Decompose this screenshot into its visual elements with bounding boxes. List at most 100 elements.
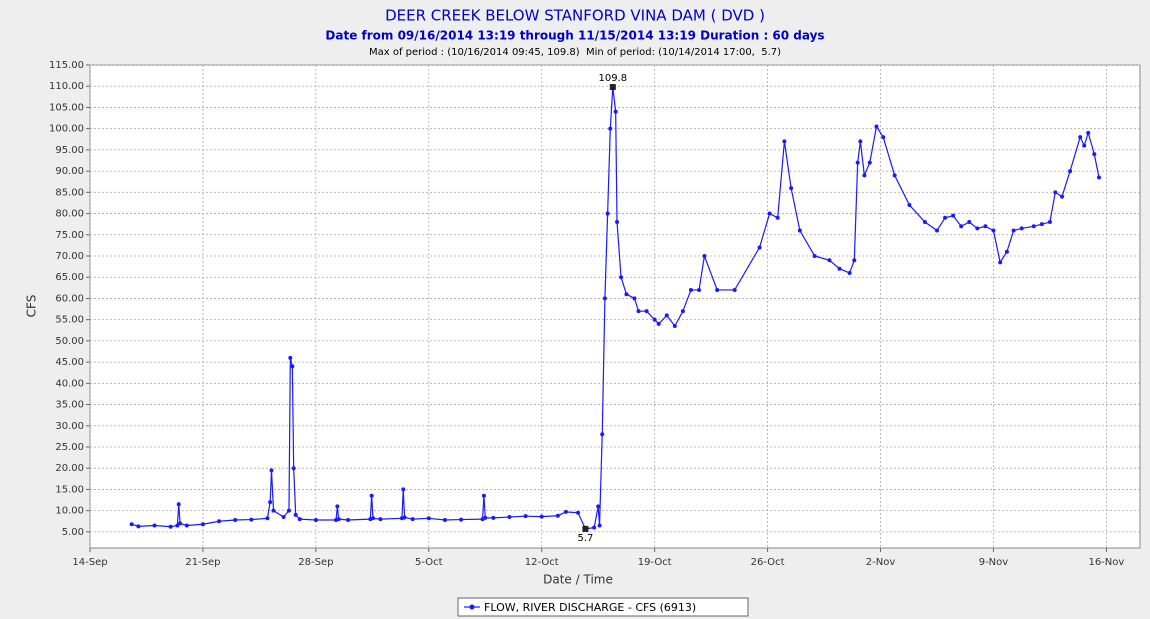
y-tick-label: 80.00 — [55, 209, 84, 220]
y-tick-label: 30.00 — [55, 421, 84, 432]
y-tick-label: 10.00 — [55, 506, 84, 517]
data-label: 109.8 — [598, 73, 627, 84]
x-tick-label: 5-Oct — [415, 557, 443, 568]
data-point — [892, 173, 897, 178]
legend-box — [457, 597, 749, 617]
data-point — [619, 275, 624, 280]
data-point — [539, 514, 544, 519]
data-point — [152, 523, 157, 528]
data-point — [290, 364, 295, 369]
data-point — [200, 522, 205, 527]
data-point — [523, 514, 528, 519]
data-point — [797, 228, 802, 233]
x-axis-label: Date / Time — [543, 573, 613, 587]
data-point — [313, 517, 318, 522]
data-point — [369, 493, 374, 498]
data-point — [852, 258, 857, 263]
y-tick-label: 105.00 — [49, 102, 84, 113]
data-point — [847, 270, 852, 275]
y-tick-label: 20.00 — [55, 463, 84, 474]
data-point — [600, 432, 605, 437]
data-point — [401, 487, 406, 492]
y-tick-label: 50.00 — [55, 336, 84, 347]
data-point — [652, 317, 657, 322]
data-point — [881, 135, 886, 140]
data-point — [644, 309, 649, 314]
data-point — [426, 516, 431, 521]
data-point — [680, 309, 685, 314]
data-point — [1039, 222, 1044, 227]
y-axis-label: CFS — [25, 295, 39, 318]
data-point — [732, 287, 737, 292]
data-point — [507, 515, 512, 520]
data-point — [175, 523, 180, 528]
y-tick-label: 90.00 — [55, 166, 84, 177]
data-point — [597, 523, 602, 528]
data-point — [1004, 249, 1009, 254]
data-point — [233, 517, 238, 522]
data-point — [184, 523, 189, 528]
data-point — [782, 139, 787, 144]
y-tick-label: 95.00 — [55, 145, 84, 156]
y-tick-label: 85.00 — [55, 187, 84, 198]
data-point — [335, 504, 340, 509]
data-point — [907, 203, 912, 208]
data-point — [249, 517, 254, 522]
data-point — [656, 321, 661, 326]
data-point — [1011, 228, 1016, 233]
data-point — [775, 215, 780, 220]
y-tick-label: 60.00 — [55, 293, 84, 304]
x-tick-label: 26-Oct — [751, 557, 785, 568]
y-tick-label: 45.00 — [55, 357, 84, 368]
data-point — [837, 266, 842, 271]
data-point — [867, 160, 872, 165]
data-point — [1082, 143, 1087, 148]
data-point — [576, 510, 581, 515]
data-point — [371, 516, 376, 521]
data-point — [592, 525, 597, 530]
data-point — [269, 468, 274, 473]
y-tick-label: 35.00 — [55, 400, 84, 411]
y-tick-label: 115.00 — [49, 60, 84, 71]
data-point — [1019, 226, 1024, 231]
legend-label: FLOW, RIVER DISCHARGE - CFS (6913) — [484, 601, 696, 614]
x-tick-label: 19-Oct — [638, 557, 672, 568]
data-point — [702, 253, 707, 258]
y-tick-label: 100.00 — [49, 124, 84, 135]
y-tick-label: 70.00 — [55, 251, 84, 262]
y-tick-label: 75.00 — [55, 230, 84, 241]
data-point — [959, 224, 964, 229]
x-tick-label: 2-Nov — [866, 557, 896, 568]
data-point — [293, 512, 298, 517]
y-tick-label: 5.00 — [62, 527, 84, 538]
x-tick-label: 12-Oct — [525, 557, 559, 568]
data-point — [178, 521, 183, 526]
data-point — [336, 517, 341, 522]
chart-subtitle: Date from 09/16/2014 13:19 through 11/15… — [325, 29, 824, 43]
data-point — [410, 517, 415, 522]
data-point — [459, 517, 464, 522]
data-point — [1096, 175, 1101, 180]
data-point — [672, 324, 677, 329]
data-point — [975, 226, 980, 231]
data-point — [613, 109, 618, 114]
data-point — [664, 313, 669, 318]
x-tick-label: 14-Sep — [72, 557, 107, 568]
x-tick-label: 16-Nov — [1088, 557, 1124, 568]
y-tick-label: 15.00 — [55, 484, 84, 495]
data-point — [615, 220, 620, 225]
extreme-marker — [609, 84, 616, 91]
data-point — [827, 258, 832, 263]
data-point — [934, 228, 939, 233]
data-point — [874, 124, 879, 129]
y-tick-label: 55.00 — [55, 315, 84, 326]
data-point — [608, 126, 613, 131]
data-point — [757, 245, 762, 250]
data-point — [297, 517, 302, 522]
data-point — [1068, 169, 1073, 174]
data-point — [858, 139, 863, 144]
data-point — [596, 504, 601, 509]
data-point — [346, 517, 351, 522]
data-point — [602, 296, 607, 301]
data-point — [605, 211, 610, 216]
